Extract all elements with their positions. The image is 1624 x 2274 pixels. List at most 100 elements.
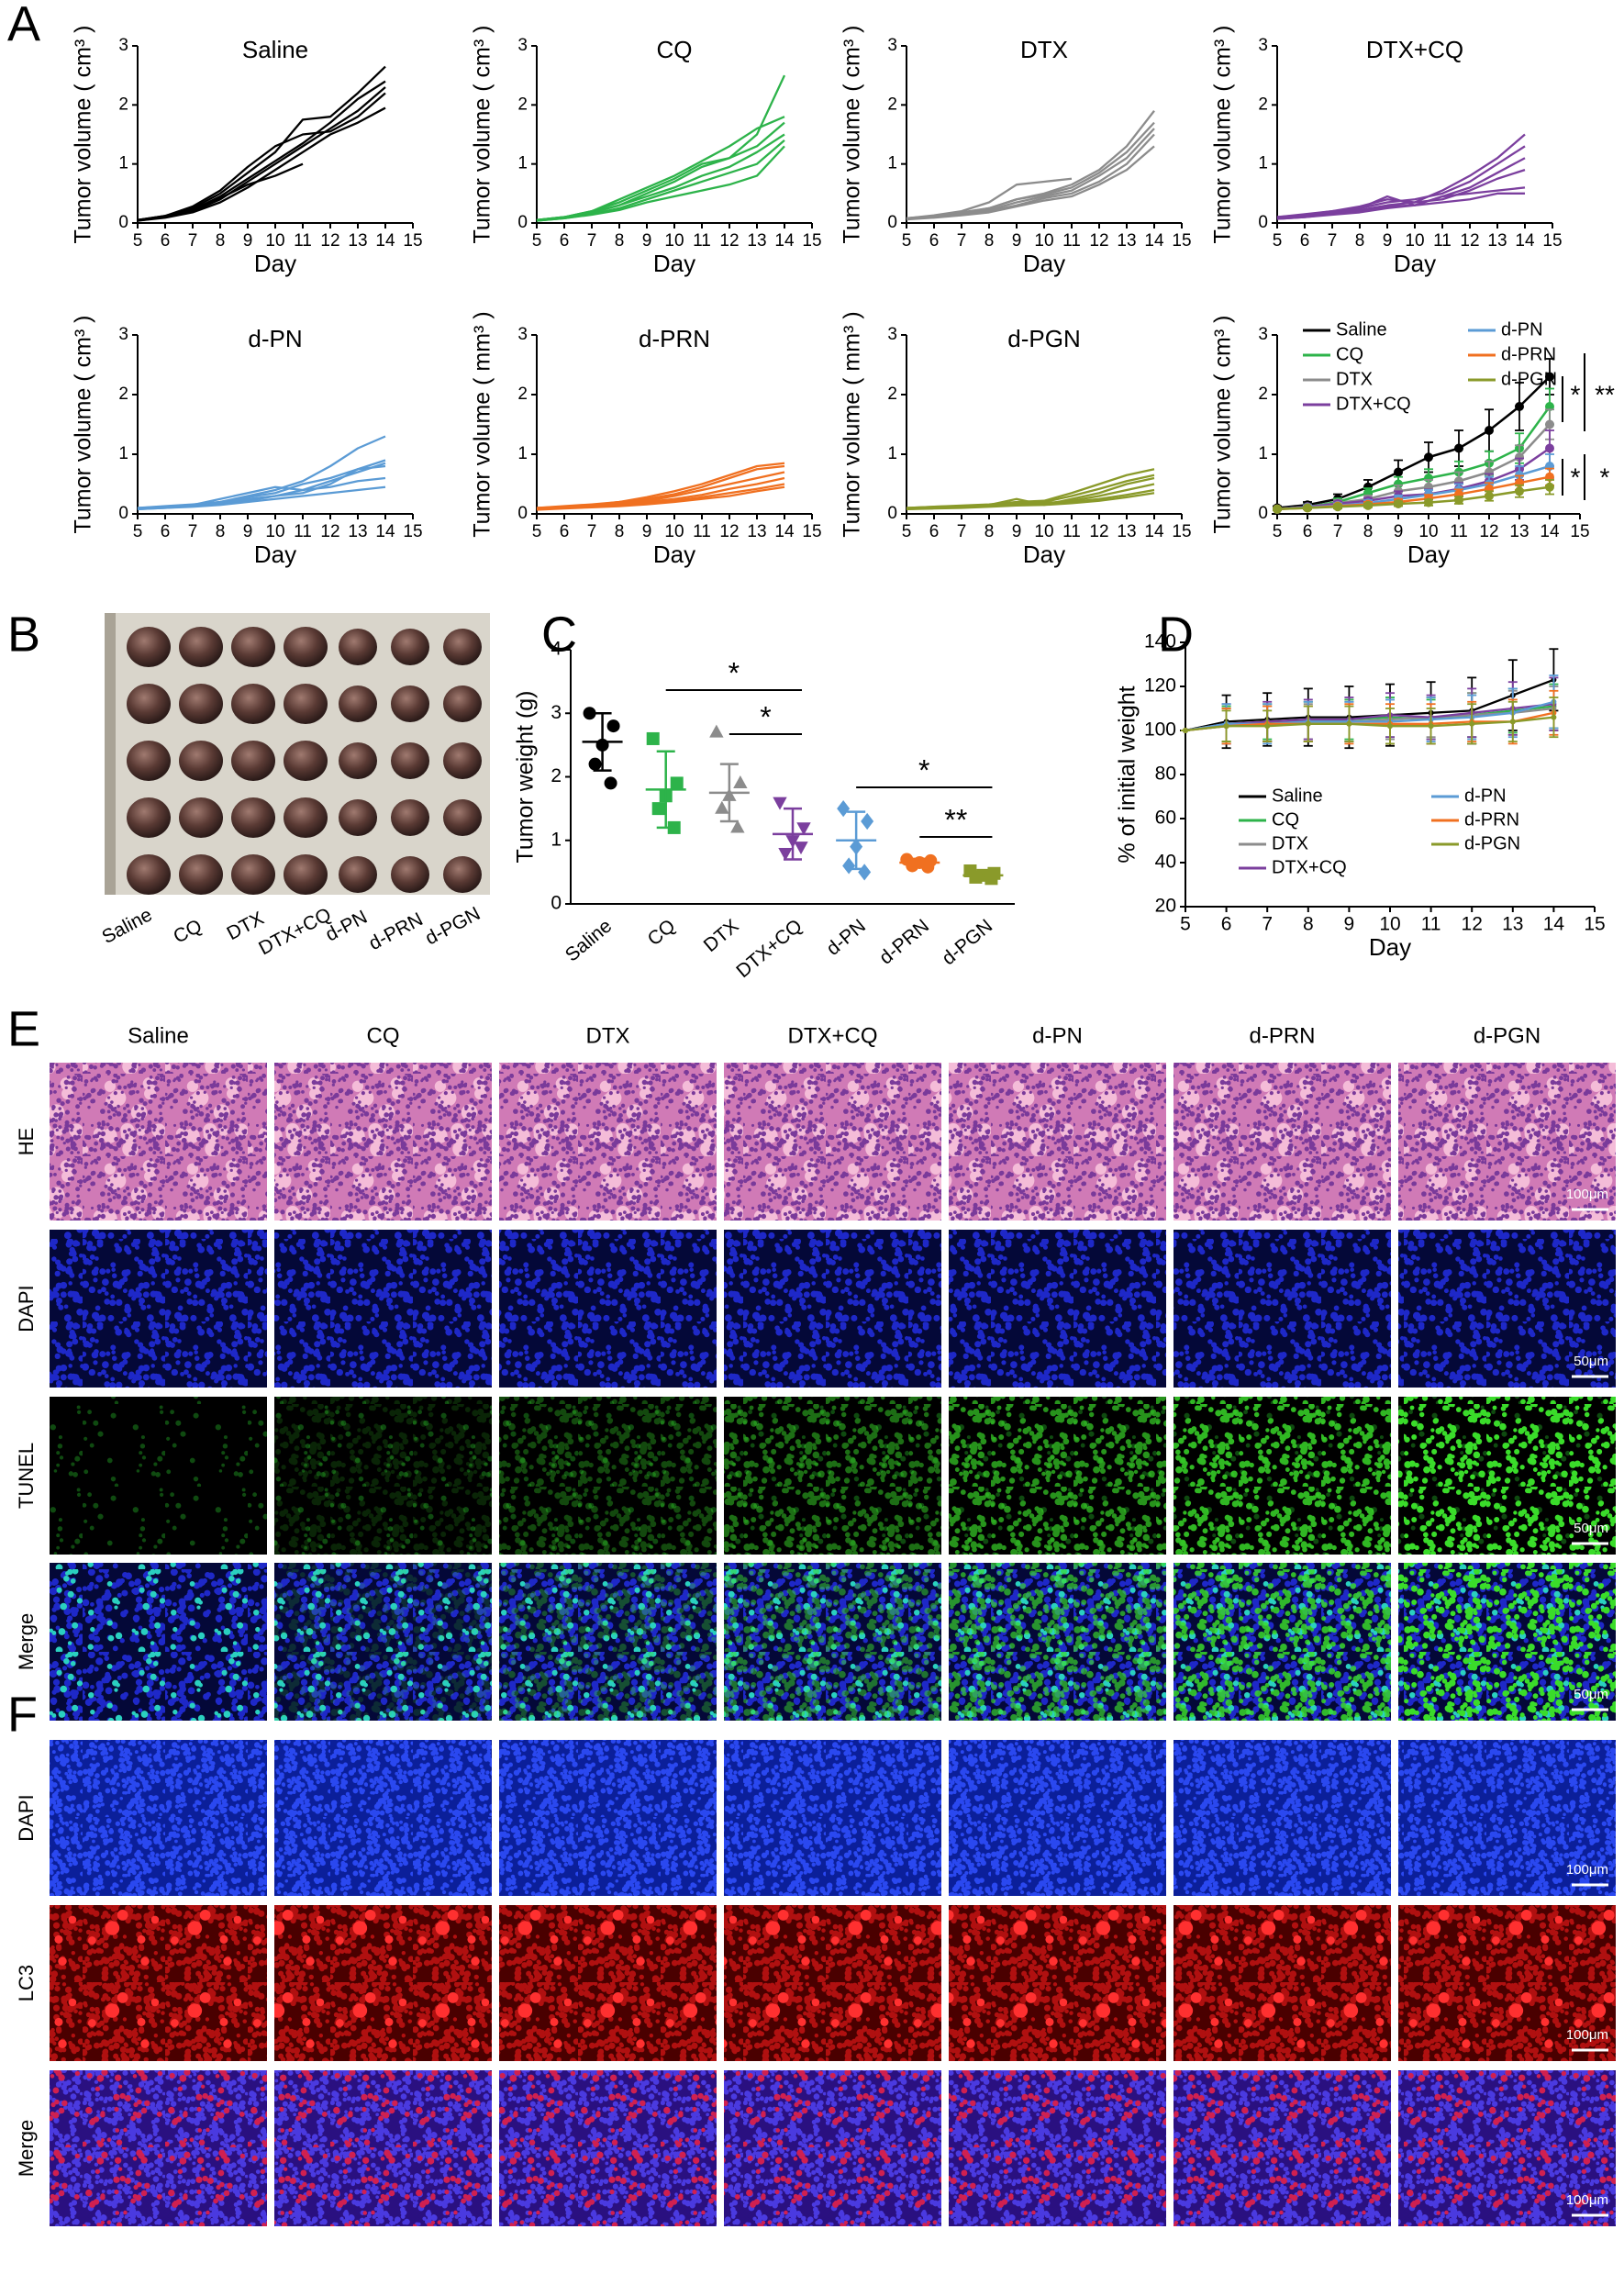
column-header: d-PN (1032, 1023, 1083, 1048)
row-label: Merge (15, 1613, 38, 1670)
series-line (906, 145, 1155, 221)
point (796, 822, 811, 836)
micrograph (1174, 2070, 1391, 2226)
series-line (137, 106, 386, 222)
point (670, 776, 684, 790)
x-tick-label: 5 (1180, 914, 1191, 935)
y-tick-label: 1 (551, 829, 562, 850)
y-tick-label: 0 (1258, 504, 1268, 523)
y-axis-label: Tumor volume ( mm³ ) (470, 311, 495, 537)
tumor (391, 742, 429, 779)
x-tick-label: 10 (1379, 914, 1400, 935)
y-axis-label: Tumor volume ( cm³ ) (1210, 26, 1236, 244)
point (1346, 720, 1352, 727)
legend-label: d-PRN (1464, 809, 1519, 830)
row-label: Merge (15, 2120, 38, 2177)
x-tick-label: 7 (1262, 914, 1273, 935)
y-tick-label: 2 (118, 385, 128, 404)
tumor (231, 854, 275, 895)
x-tick-label: 7 (188, 522, 198, 541)
point (1363, 500, 1373, 510)
point (1394, 498, 1403, 508)
panel-label: E (7, 1001, 40, 1056)
tumor (339, 629, 377, 665)
significance-label: * (1600, 463, 1610, 491)
point (583, 707, 596, 720)
x-tick-label: 5 (532, 522, 542, 541)
x-tick-label: 14 (1144, 522, 1164, 541)
point (773, 797, 787, 810)
x-tick-label: 12 (1460, 231, 1479, 251)
x-tick-label: 12 (1462, 914, 1483, 935)
column-header: d-PRN (1249, 1023, 1315, 1048)
x-tick-label: 13 (1487, 231, 1507, 251)
x-tick-label: 12 (719, 231, 739, 251)
x-tick-label: 13 (348, 522, 367, 541)
x-tick-label: 15 (802, 522, 821, 541)
x-axis-label: Day (653, 541, 695, 568)
x-tick-label: 12 (320, 231, 339, 251)
y-tick-label: 0 (517, 504, 528, 523)
tumor (179, 684, 223, 724)
y-axis-label: Tumor volume ( cm³ ) (470, 26, 495, 244)
scale-bar-label: 100μm (1566, 1187, 1608, 1202)
x-axis-label: Day (254, 541, 296, 568)
micrograph (1398, 1063, 1616, 1221)
legend-label: d-PRN (1501, 344, 1556, 364)
x-tick-label: 8 (984, 231, 995, 251)
x-tick-label: 10 (265, 231, 284, 251)
tumor (179, 741, 223, 781)
y-tick-label: 1 (1258, 154, 1268, 173)
x-tick-label: 9 (1012, 231, 1022, 251)
tumor (391, 799, 429, 836)
scale-bar-label: 100μm (1566, 1862, 1608, 1878)
column-header: DTX+CQ (787, 1023, 877, 1048)
chart-title: Saline (242, 36, 308, 63)
point (1545, 482, 1554, 492)
y-tick-label: 2 (887, 385, 897, 404)
micrograph (724, 1740, 941, 1896)
x-tick-label: 11 (1062, 231, 1081, 251)
x-tick-label: 10 (1034, 231, 1053, 251)
y-tick-label: 0 (887, 213, 897, 232)
x-tick-label: 5 (902, 522, 912, 541)
micrograph (949, 1905, 1166, 2061)
x-tick-label: 7 (587, 231, 597, 251)
tumor (443, 799, 482, 836)
x-tick-label: 8 (1363, 522, 1374, 541)
point (1424, 497, 1433, 507)
x-tick-label: 5 (133, 231, 143, 251)
series-line (536, 145, 785, 222)
y-axis-label: Tumor volume ( cm³ ) (71, 316, 96, 534)
legend-label: CQ (1272, 809, 1299, 830)
x-tick-label: 5 (133, 522, 143, 541)
x-tick-label: 11 (693, 522, 711, 541)
y-tick-label: 3 (118, 325, 128, 344)
micrograph (499, 1230, 717, 1388)
point (651, 802, 665, 816)
tumor (443, 629, 482, 665)
tumor (231, 797, 275, 838)
micrograph-overlay (1174, 1563, 1391, 1721)
tumor (391, 856, 429, 893)
y-tick-label: 0 (887, 504, 897, 523)
x-axis-label: Day (1023, 250, 1065, 277)
sd-bar (719, 763, 739, 823)
chart-title: d-PGN (1007, 325, 1080, 352)
point (1485, 426, 1494, 435)
point (733, 775, 748, 789)
x-tick-label: 14 (774, 522, 795, 541)
point (1273, 504, 1282, 514)
significance-label: ** (944, 803, 967, 836)
point (1223, 723, 1229, 730)
tumor (339, 686, 377, 722)
x-tick-label: 9 (1344, 914, 1355, 935)
x-tick-label: 7 (587, 522, 597, 541)
scale-bar-label: 100μm (1566, 2192, 1608, 2208)
micrograph (1174, 1905, 1391, 2061)
point (1428, 723, 1434, 730)
micrograph-overlay (949, 1563, 1166, 1721)
y-tick-label: 3 (1258, 325, 1268, 344)
x-tick-label: 14 (1543, 914, 1565, 935)
point (1387, 723, 1393, 730)
